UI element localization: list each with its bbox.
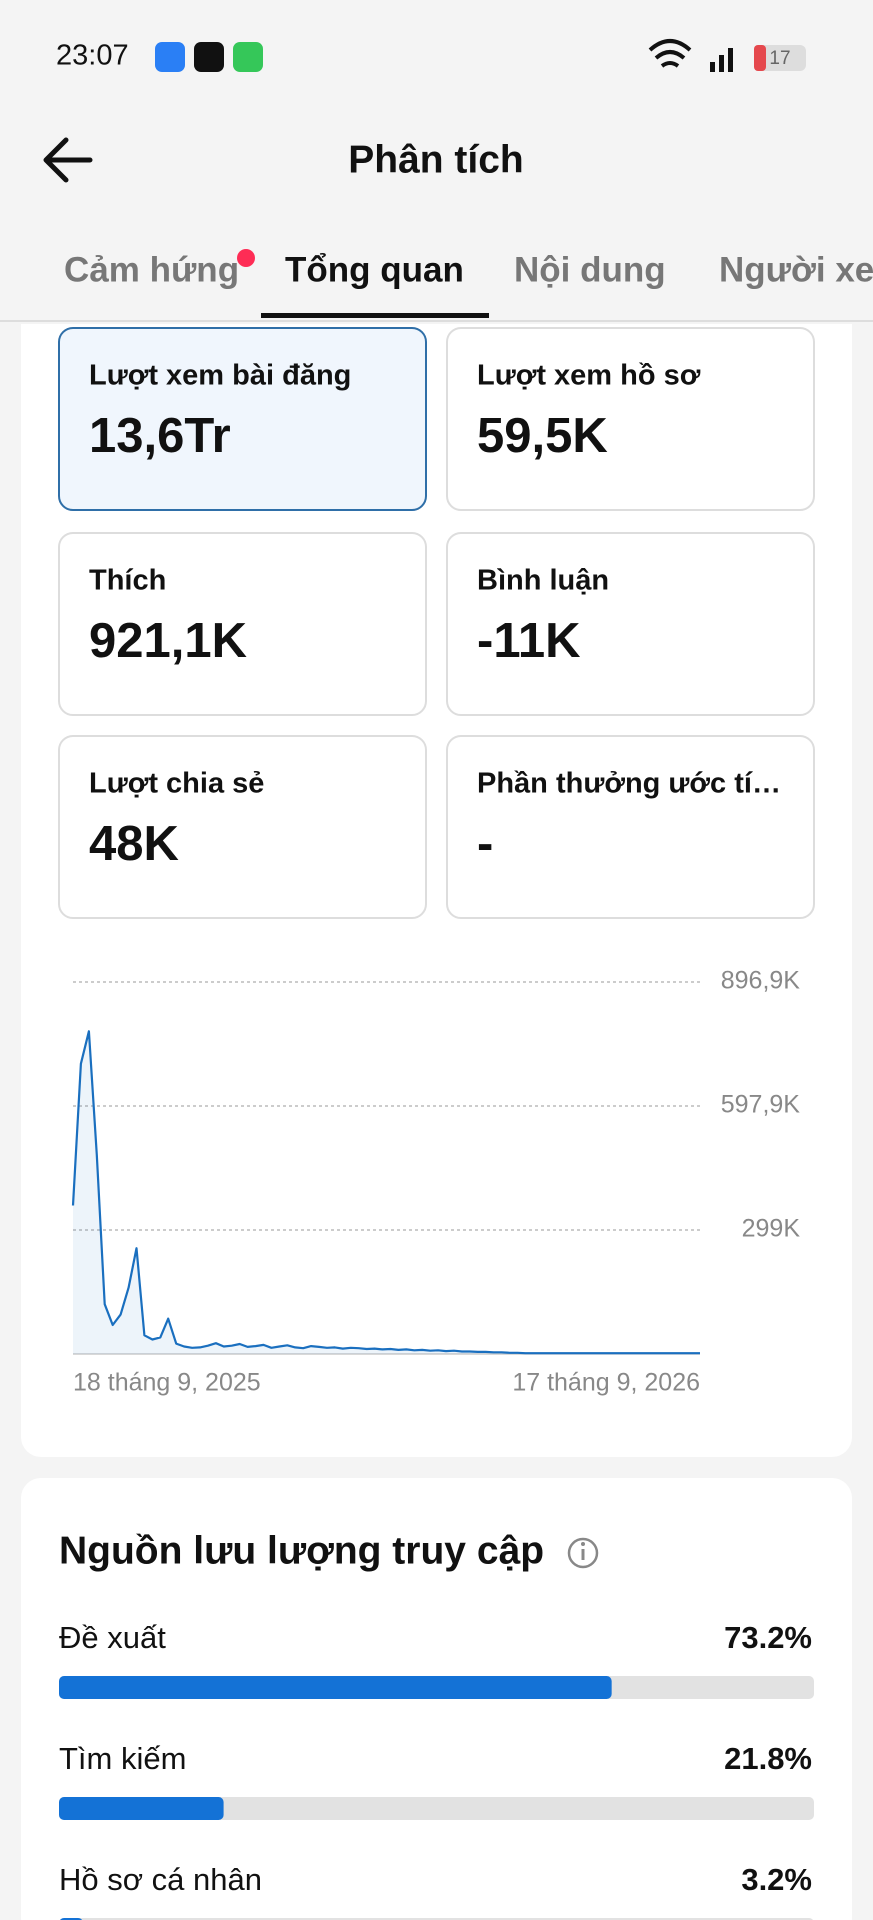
- metric-value: -: [477, 817, 493, 871]
- section-title: Nguồn lưu lượng truy cập: [59, 1529, 544, 1572]
- source-label: Hồ sơ cá nhân: [59, 1862, 262, 1897]
- tab-active[interactable]: Tổng quan: [285, 250, 464, 289]
- metric-label: Bình luận: [477, 565, 609, 597]
- metric-label: Lượt chia sẻ: [89, 768, 264, 800]
- metric-card: [446, 532, 815, 716]
- wifi-icon: [648, 39, 692, 68]
- metric-card: [446, 327, 815, 511]
- metric-value: 48K: [89, 817, 179, 871]
- battery-level: [754, 45, 766, 71]
- y-tick-label: 896,9K: [721, 967, 801, 995]
- signal-icon: [728, 48, 733, 72]
- metric-card-selected: [58, 327, 427, 511]
- y-tick-label: 597,9K: [721, 1091, 801, 1119]
- tab-bar: Cảm hứng Tổng quan Nội dung Người xem: [64, 249, 873, 289]
- y-tick-label: 299K: [742, 1215, 801, 1243]
- divider: [0, 320, 873, 322]
- tab[interactable]: Nội dung: [514, 250, 666, 289]
- x-tick-label: 18 tháng 9, 2025: [73, 1369, 261, 1397]
- info-circle: [567, 1537, 599, 1569]
- metric-label: Lượt xem bài đăng: [89, 360, 351, 392]
- source-label: Đề xuất: [59, 1620, 166, 1655]
- metric-label: Lượt xem hồ sơ: [477, 360, 701, 392]
- metric-value: 921,1K: [89, 614, 247, 668]
- app-icon: [233, 42, 263, 72]
- progress-track: [59, 1797, 814, 1820]
- source-percent: 3.2%: [741, 1862, 812, 1897]
- info-icon[interactable]: [567, 1537, 599, 1569]
- metric-label: Thích: [89, 565, 166, 597]
- source-percent: 21.8%: [724, 1741, 812, 1776]
- signal-icon: [719, 55, 724, 72]
- signal-icon: [710, 62, 715, 72]
- back-button[interactable]: [43, 137, 93, 183]
- metric-card: [446, 735, 815, 919]
- metric-value: -11K: [477, 614, 581, 668]
- info-stem: [581, 1549, 585, 1560]
- tab[interactable]: Người xem: [719, 250, 873, 289]
- page-title: Phân tích: [348, 138, 524, 181]
- source-percent: 73.2%: [724, 1620, 812, 1655]
- tab[interactable]: Cảm hứng: [64, 250, 239, 289]
- battery: [754, 45, 806, 71]
- app-icon: [194, 42, 224, 72]
- metric-value: 13,6Tr: [89, 409, 231, 463]
- app-icon: [155, 42, 185, 72]
- x-tick-label: 17 tháng 9, 2026: [512, 1369, 700, 1397]
- metric-card: [58, 532, 427, 716]
- progress-bar: [59, 1797, 224, 1820]
- status-time: 23:07: [56, 40, 129, 72]
- source-label: Tìm kiếm: [59, 1741, 186, 1776]
- data-line: [71, 1030, 700, 1355]
- progress-bar: [59, 1676, 612, 1699]
- metric-value: 59,5K: [477, 409, 608, 463]
- info-dot: [581, 1542, 585, 1546]
- battery-text: 17: [769, 48, 790, 69]
- tab-indicator: [261, 313, 489, 318]
- metric-card: [58, 735, 427, 919]
- metric-label: Phần thưởng ước tí…: [477, 768, 781, 800]
- area-fill: [73, 1031, 700, 1354]
- notification-dot: [237, 249, 255, 267]
